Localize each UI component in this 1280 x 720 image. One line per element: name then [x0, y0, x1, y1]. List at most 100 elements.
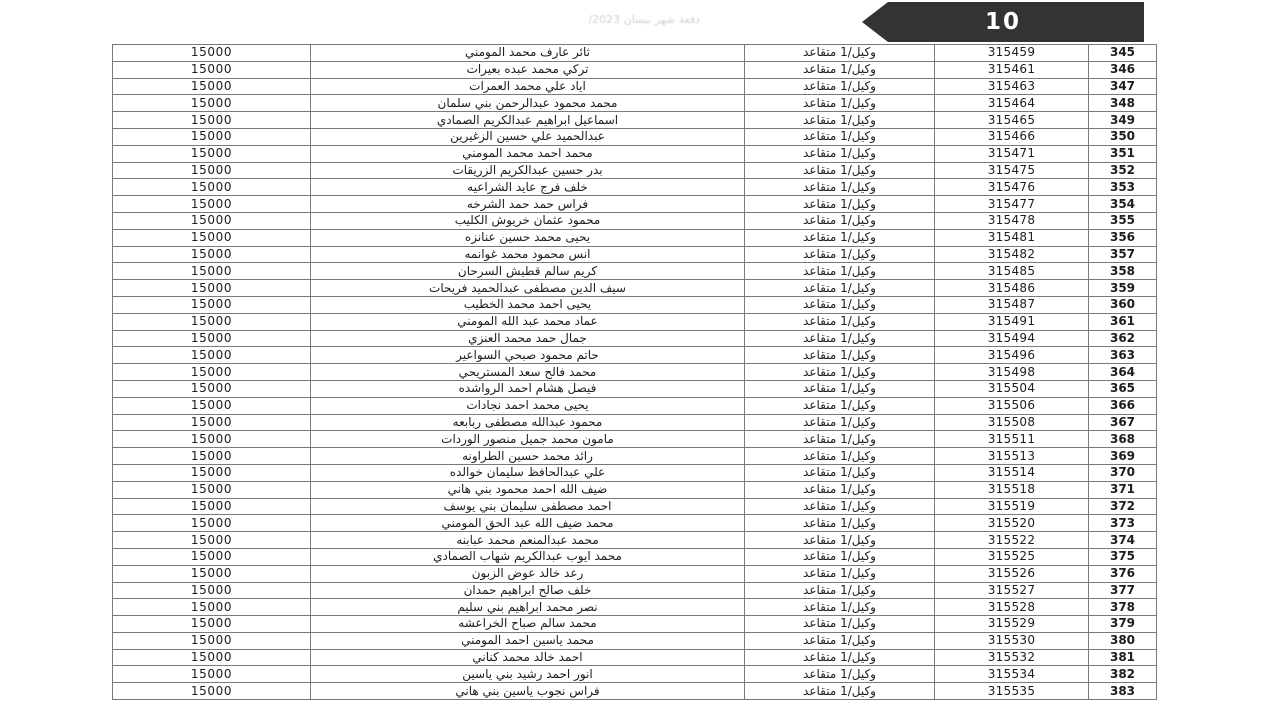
cell-id: 315464	[934, 94, 1089, 113]
cell-id: 315465	[934, 111, 1089, 129]
cell-seq: 361	[1088, 312, 1157, 331]
cell-seq: 353	[1088, 178, 1157, 197]
table-row: 15000 مامون محمد جميل منصور الوردات وكيل/1…	[112, 430, 1157, 449]
table-row: 15000 ثائر عارف محمد المومني وكيل/1 متقاعد…	[112, 44, 1157, 62]
table-row: 15000 تركي محمد عبده بعيرات وكيل/1 متقاعد 3…	[112, 60, 1157, 79]
cell-id: 315463	[934, 77, 1089, 96]
cell-seq: 350	[1088, 127, 1157, 146]
cell-seq: 369	[1088, 447, 1157, 465]
cell-name: بدر حسين عبدالكريم الزريقات	[310, 161, 745, 180]
payment-table-container: 15000 ثائر عارف محمد المومني وكيل/1 متقاعد…	[112, 44, 1157, 701]
cell-id: 315498	[934, 363, 1089, 381]
cell-name: خلف فرج عايد الشراعيه	[310, 178, 745, 197]
table-row: 15000 ضيف الله احمد محمود بني هاني وكيل/1 …	[112, 480, 1157, 499]
cell-amount: 15000	[112, 60, 311, 79]
cell-name: علي عبدالحافظ سليمان خوالده	[310, 463, 745, 482]
cell-rank: وكيل/1 متقاعد	[744, 312, 935, 331]
table-row: 15000 يحيى محمد احمد نجادات وكيل/1 متقاعد 3…	[112, 396, 1157, 415]
cell-id: 315504	[934, 379, 1089, 398]
cell-rank: وكيل/1 متقاعد	[744, 363, 935, 381]
cell-name: سيف الدين مصطفى عبدالحميد فريحات	[310, 279, 745, 297]
cell-rank: وكيل/1 متقاعد	[744, 581, 935, 600]
cell-name: محمد ياسين احمد المومني	[310, 631, 745, 650]
cell-amount: 15000	[112, 531, 311, 549]
cell-amount: 15000	[112, 77, 311, 96]
cell-seq: 365	[1088, 379, 1157, 398]
cell-rank: وكيل/1 متقاعد	[744, 178, 935, 197]
cell-seq: 372	[1088, 497, 1157, 516]
table-row: 15000 محمد فالح سعد المستريحي وكيل/1 متقاع…	[112, 363, 1157, 381]
cell-seq: 381	[1088, 648, 1157, 667]
cell-amount: 15000	[112, 195, 311, 213]
cell-amount: 15000	[112, 346, 311, 365]
cell-seq: 366	[1088, 396, 1157, 415]
cell-amount: 15000	[112, 463, 311, 482]
cell-rank: وكيل/1 متقاعد	[744, 94, 935, 113]
cell-id: 315519	[934, 497, 1089, 516]
cell-rank: وكيل/1 متقاعد	[744, 447, 935, 465]
cell-name: تركي محمد عبده بعيرات	[310, 60, 745, 79]
document-heading: دفعة شهر نيسان 2023/	[588, 13, 700, 26]
cell-rank: وكيل/1 متقاعد	[744, 430, 935, 449]
cell-seq: 368	[1088, 430, 1157, 449]
table-row: 15000 فراس حمد حمد الشرخه وكيل/1 متقاعد 315…	[112, 195, 1157, 213]
cell-seq: 374	[1088, 531, 1157, 549]
table-row: 15000 يحيى احمد محمد الخطيب وكيل/1 متقاعد 3…	[112, 295, 1157, 314]
cell-id: 315532	[934, 648, 1089, 667]
cell-name: فراس نجوب ياسين بني هاني	[310, 682, 745, 701]
cell-seq: 375	[1088, 547, 1157, 566]
cell-id: 315520	[934, 514, 1089, 533]
table-row: 15000 اسماعيل ابراهيم عبدالكريم الصمادي وك…	[112, 111, 1157, 129]
cell-rank: وكيل/1 متقاعد	[744, 648, 935, 667]
cell-id: 315513	[934, 447, 1089, 465]
cell-rank: وكيل/1 متقاعد	[744, 547, 935, 566]
cell-seq: 345	[1088, 44, 1157, 62]
cell-id: 315530	[934, 631, 1089, 650]
table-row: 15000 محمد ايوب عبدالكريم شهاب الصمادي وكي…	[112, 547, 1157, 566]
cell-amount: 15000	[112, 379, 311, 398]
cell-id: 315529	[934, 615, 1089, 633]
cell-name: كريم سالم قطيش السرحان	[310, 262, 745, 281]
cell-rank: وكيل/1 متقاعد	[744, 44, 935, 62]
table-row: 15000 محمود عبدالله مصطفى ربابعه وكيل/1 مت…	[112, 413, 1157, 432]
table-row: 15000 عماد محمد عبد الله المومني وكيل/1 مت…	[112, 312, 1157, 331]
cell-rank: وكيل/1 متقاعد	[744, 497, 935, 516]
cell-rank: وكيل/1 متقاعد	[744, 245, 935, 264]
cell-name: احمد مصطفى سليمان بني يوسف	[310, 497, 745, 516]
cell-name: محمود عثمان خريوش الكليب	[310, 211, 745, 230]
cell-rank: وكيل/1 متقاعد	[744, 127, 935, 146]
cell-amount: 15000	[112, 312, 311, 331]
cell-id: 315514	[934, 463, 1089, 482]
cell-name: اياد علي محمد العمرات	[310, 77, 745, 96]
cell-seq: 348	[1088, 94, 1157, 113]
cell-seq: 367	[1088, 413, 1157, 432]
table-row: 15000 نصر محمد ابراهيم بني سليم وكيل/1 متق…	[112, 598, 1157, 617]
cell-rank: وكيل/1 متقاعد	[744, 195, 935, 213]
cell-name: مامون محمد جميل منصور الوردات	[310, 430, 745, 449]
cell-seq: 376	[1088, 564, 1157, 583]
cell-name: انس محمود محمد غوانمه	[310, 245, 745, 264]
cell-id: 315485	[934, 262, 1089, 281]
cell-id: 315522	[934, 531, 1089, 549]
cell-name: محمد ايوب عبدالكريم شهاب الصمادي	[310, 547, 745, 566]
cell-amount: 15000	[112, 144, 311, 163]
cell-name: خلف صالح ابراهيم حمدان	[310, 581, 745, 600]
page-number-ribbon: 10	[862, 2, 1144, 42]
cell-id: 315494	[934, 329, 1089, 348]
cell-id: 315534	[934, 665, 1089, 684]
cell-rank: وكيل/1 متقاعد	[744, 279, 935, 297]
cell-amount: 15000	[112, 262, 311, 281]
cell-rank: وكيل/1 متقاعد	[744, 262, 935, 281]
table-row: 15000 رائد محمد حسين الطراونه وكيل/1 متقاع…	[112, 447, 1157, 465]
cell-name: يحيى محمد احمد نجادات	[310, 396, 745, 415]
table-row: 15000 محمد ياسين احمد المومني وكيل/1 متقاع…	[112, 631, 1157, 650]
cell-name: نصر محمد ابراهيم بني سليم	[310, 598, 745, 617]
cell-id: 315508	[934, 413, 1089, 432]
cell-seq: 347	[1088, 77, 1157, 96]
cell-name: احمد خالد محمد كناني	[310, 648, 745, 667]
table-row: 15000 رعد خالد عوض الزبون وكيل/1 متقاعد 315…	[112, 564, 1157, 583]
cell-amount: 15000	[112, 363, 311, 381]
cell-amount: 15000	[112, 682, 311, 701]
cell-amount: 15000	[112, 161, 311, 180]
table-row: 15000 كريم سالم قطيش السرحان وكيل/1 متقاعد…	[112, 262, 1157, 281]
